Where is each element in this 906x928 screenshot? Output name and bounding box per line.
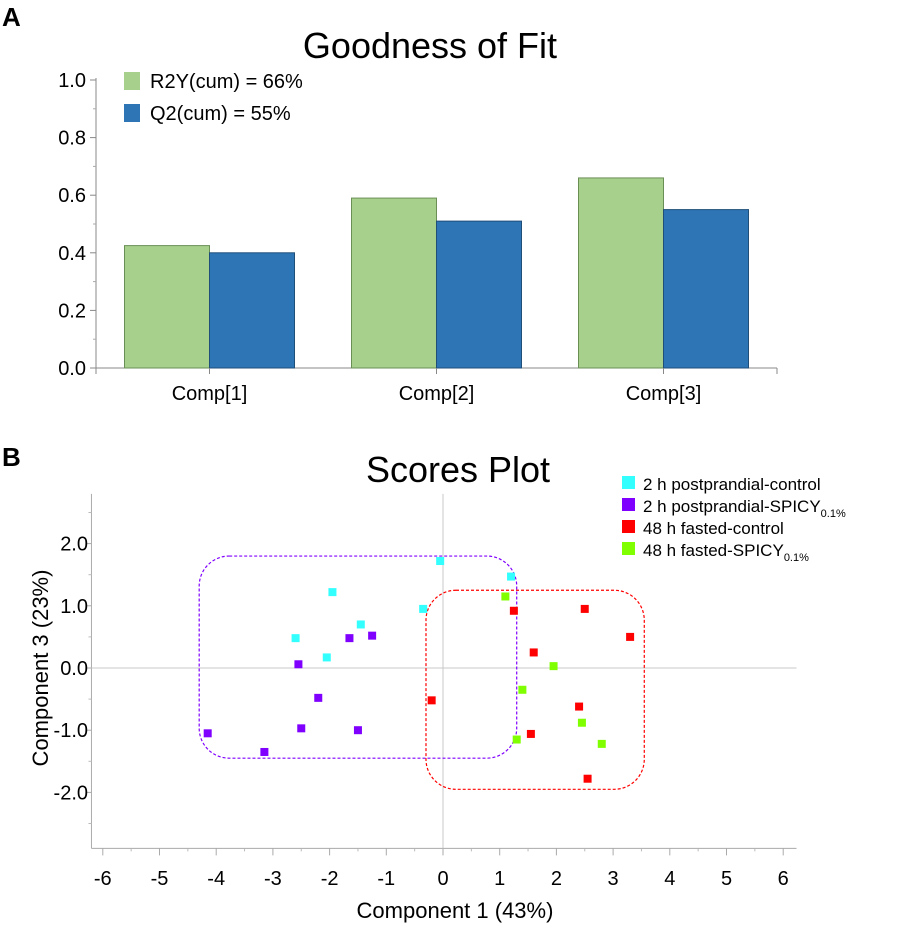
score-point-series-4 [518,685,527,694]
legend-swatch-q2 [124,104,140,122]
scores-legend-subscript: 0.1% [784,552,809,564]
scores-x-tick-label: 2 [551,868,562,890]
bar-y-tick-label: 0.2 [58,300,86,322]
bar-y-tick-label: 0.8 [58,128,86,150]
score-point-series-4 [577,718,586,727]
scores-y-tick-label: -2.0 [54,782,88,804]
score-point-series-2 [203,729,212,738]
scores-x-tick-label: 6 [778,868,789,890]
score-point-series-2 [353,726,362,735]
scores-x-tick-label: 0 [437,868,448,890]
scores-y-tick-label: -1.0 [54,720,88,742]
scores-y-tick-label: 1.0 [60,596,88,618]
scores-y-tick-label: 0.0 [60,658,88,680]
scores-legend-swatch-2 [622,498,635,511]
score-point-series-4 [501,592,510,601]
x-axis-label: Component 1 (43%) [357,898,554,923]
bar-x-tick-label: Comp[3] [626,383,702,405]
score-point-series-1 [322,653,331,662]
scores-legend-label-2: 2 h postprandial-SPICY0.1% [643,497,846,520]
y-axis-label: Component 3 (23%) [28,570,53,767]
bar-x-tick-label: Comp[2] [399,383,475,405]
bar-r2y-1 [124,245,210,369]
scores-legend-label-4: 48 h fasted-SPICY0.1% [643,541,809,564]
score-point-series-3 [427,696,436,705]
purple-group-outline [198,555,518,759]
score-point-series-2 [297,724,306,733]
score-point-series-4 [512,735,521,744]
bar-chart: Goodness of Fit 0.0 0.2 0.4 0.6 0.8 1.0 Comp[1… [58,25,778,405]
scores-plot: Scores Plot Component 1 (43%) Component … [28,449,846,923]
scores-legend-text: 48 h fasted-SPICY [643,541,784,560]
bar-q2-2 [436,220,522,369]
score-point-series-2 [260,747,269,756]
score-point-series-1 [419,604,428,613]
bar-x-tick-label: Comp[1] [172,383,248,405]
score-point-series-3 [509,606,518,615]
score-point-series-3 [575,702,584,711]
scores-x-tick-label: -2 [321,868,339,890]
bar-q2-1 [209,252,295,369]
legend-swatch-r2y [124,72,140,90]
score-point-series-1 [356,620,365,629]
score-point-series-2 [294,660,303,669]
bar-r2y-2 [351,197,437,369]
scores-legend-swatch-3 [622,520,635,533]
scores-legend-label-3: 48 h fasted-control [643,519,784,538]
bar-y-tick-label: 0.4 [58,243,86,265]
score-point-series-3 [526,729,535,738]
bar-y-tick-label: 1.0 [58,70,86,92]
scores-x-tick-label: 1 [494,868,505,890]
score-point-series-3 [583,774,592,783]
scores-x-tick-label: -3 [264,868,282,890]
bar-y-tick-label: 0.0 [58,358,86,380]
scores-y-tick-label: 2.0 [60,534,88,556]
score-point-series-2 [314,693,323,702]
score-point-series-1 [507,572,516,581]
scores-x-tick-label: 4 [664,868,675,890]
score-point-series-3 [529,648,538,657]
scores-plot-title: Scores Plot [366,449,550,490]
scores-x-tick-label: 3 [608,868,619,890]
legend-label-q2: Q2(cum) = 55% [150,103,291,125]
panel-a-label: A [2,2,21,32]
scores-legend-text: 2 h postprandial-SPICY [643,497,821,516]
panel-b-label: B [2,442,21,472]
scores-x-tick-label: 5 [721,868,732,890]
bar-q2-3 [663,209,749,369]
scores-x-tick-label: -5 [151,868,169,890]
bar-chart-title: Goodness of Fit [303,25,557,66]
legend-label-r2y: R2Y(cum) = 66% [150,71,303,93]
score-point-series-2 [368,631,377,640]
score-point-series-1 [328,588,337,597]
scores-legend-subscript: 0.1% [821,508,846,520]
scores-x-tick-label: -1 [377,868,395,890]
score-point-series-4 [597,739,606,748]
score-point-series-1 [436,557,445,566]
scores-legend-text: 2 h postprandial-control [643,475,821,494]
bar-y-tick-label: 0.6 [58,185,86,207]
scores-x-tick-label: -4 [207,868,225,890]
score-point-series-1 [291,634,300,643]
score-point-series-3 [626,632,635,641]
score-point-series-4 [549,662,558,671]
scores-legend-swatch-1 [622,476,635,489]
scores-legend-text: 48 h fasted-control [643,519,784,538]
scores-x-tick-label: -6 [94,868,112,890]
score-point-series-3 [580,604,589,613]
scores-legend-label-1: 2 h postprandial-control [643,475,821,494]
scores-legend-swatch-4 [622,542,635,555]
bar-r2y-3 [578,177,664,369]
score-point-series-2 [345,634,354,643]
red-group-outline [425,589,645,790]
